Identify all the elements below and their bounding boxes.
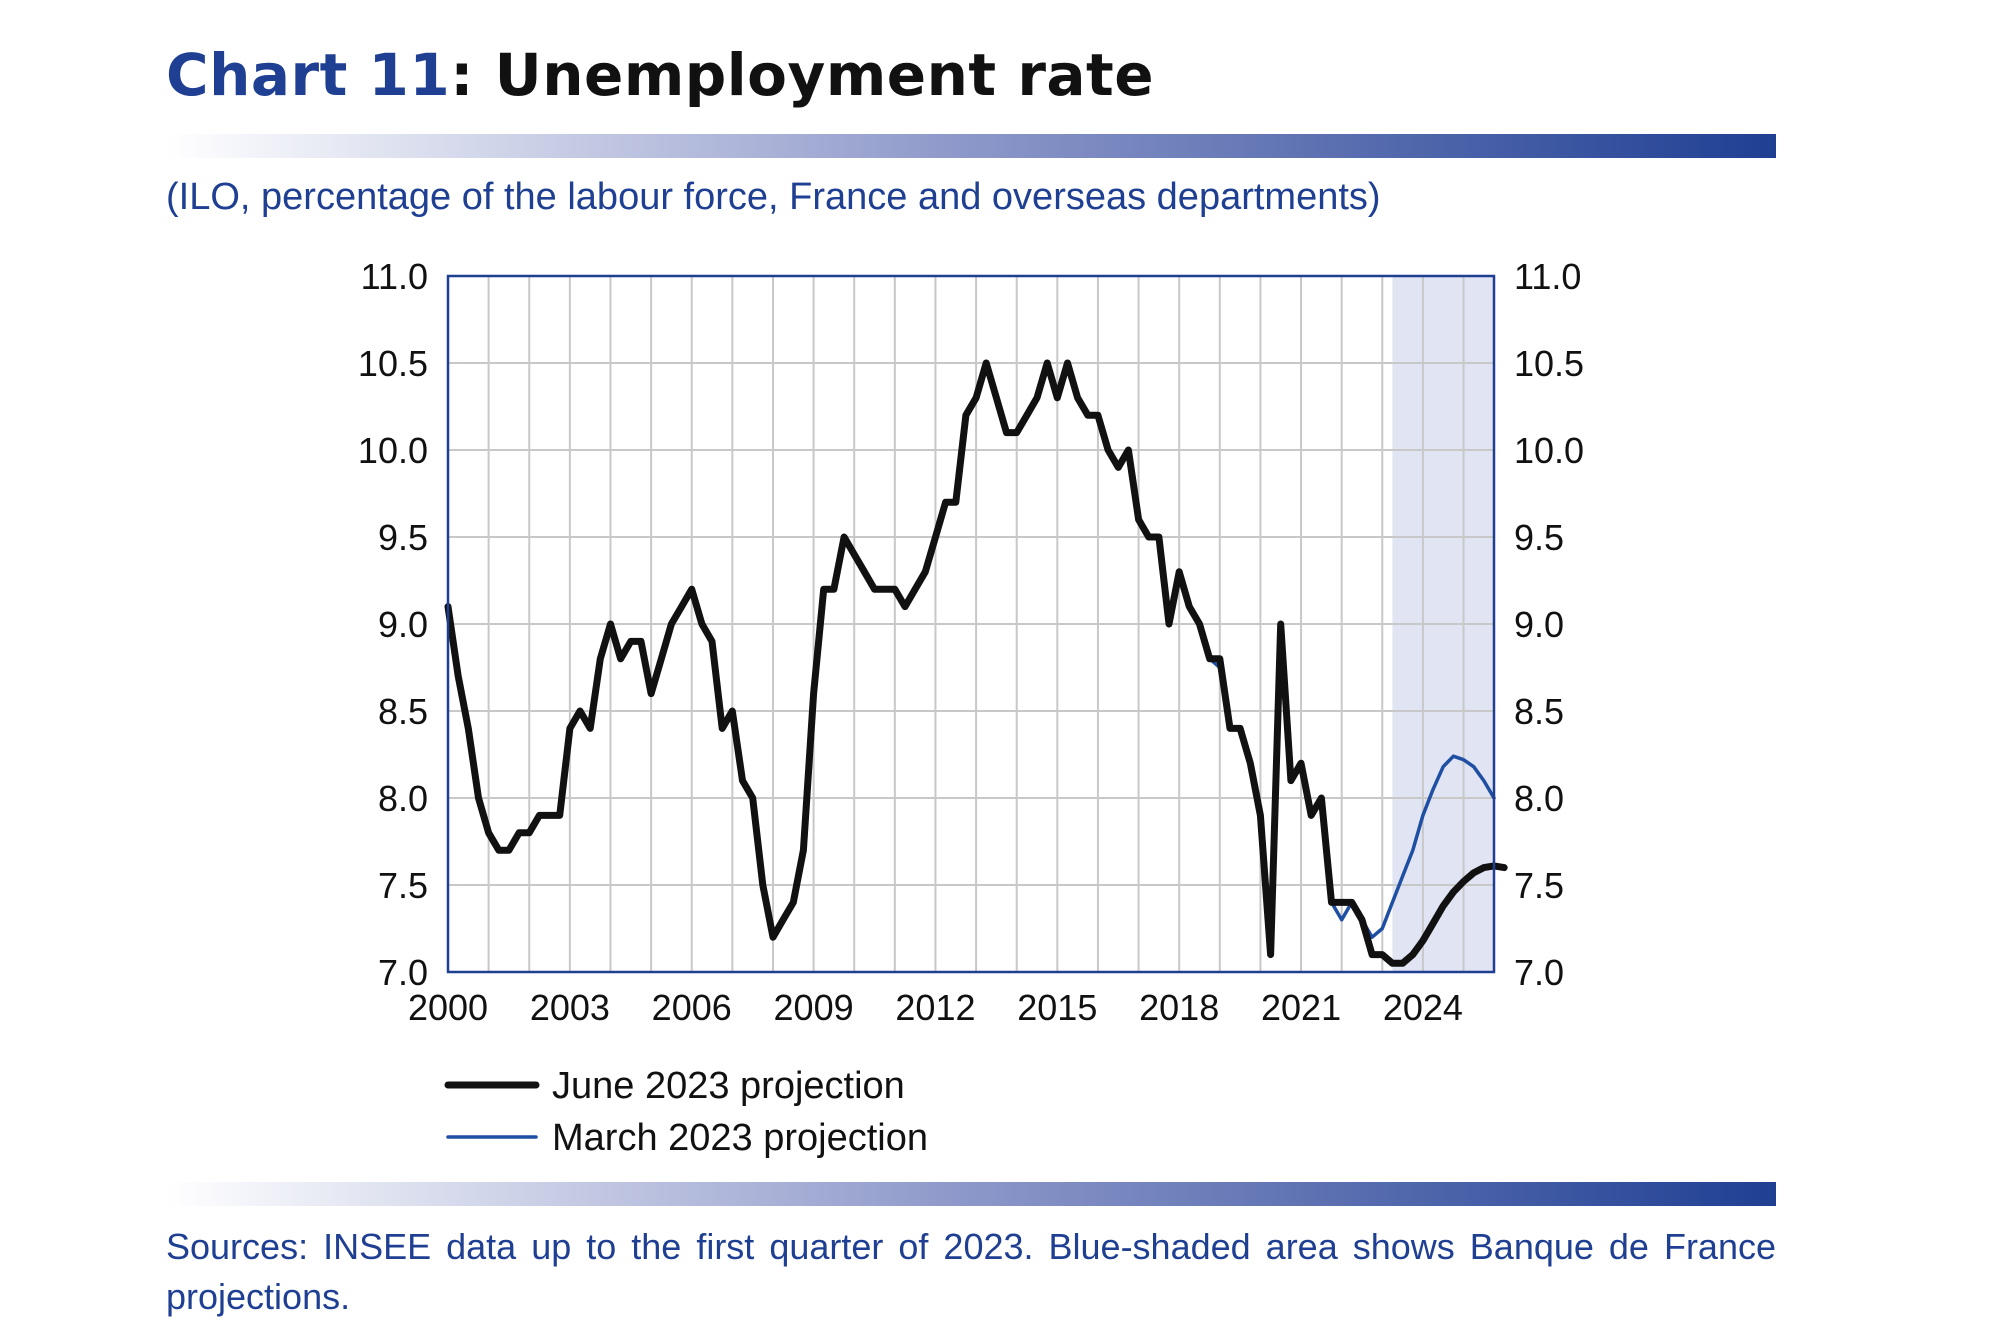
x-tick-label: 2003	[530, 987, 610, 1028]
series-line-june-2023	[444, 359, 1508, 967]
y-tick-label-right: 10.0	[1514, 430, 1584, 471]
x-tick-label: 2021	[1261, 987, 1341, 1028]
unemployment-line-chart: 7.0 7.5 8.0 8.5 9.0 9.5 10.0 10.5 11.0 7.0 7.5 8.0…	[358, 256, 1584, 1159]
y-tick-label-left: 7.5	[378, 865, 428, 906]
y-axis-left-labels: 7.0 7.5 8.0 8.5 9.0 9.5 10.0 10.5 11.0	[358, 256, 428, 993]
x-tick-label: 2000	[408, 987, 488, 1028]
y-tick-label-left: 8.0	[378, 778, 428, 819]
plot-frame	[446, 274, 1496, 974]
y-tick-label-left: 11.0	[361, 256, 428, 297]
sources-note: Sources: INSEE data up to the first quar…	[166, 1226, 1776, 1317]
y-tick-label-left: 10.5	[358, 343, 428, 384]
y-tick-label-right: 7.5	[1514, 865, 1564, 906]
y-tick-label-left: 9.0	[378, 604, 428, 645]
y-tick-label-right: 10.5	[1514, 343, 1584, 384]
y-tick-label-right: 11.0	[1514, 256, 1581, 297]
legend-label-march: March 2023 projection	[552, 1117, 928, 1159]
x-tick-label: 2009	[774, 987, 854, 1028]
header-gradient-rule	[166, 134, 1776, 158]
y-tick-label-right: 7.0	[1514, 952, 1564, 993]
chart-number: Chart 11	[166, 41, 451, 109]
y-tick-label-right: 8.0	[1514, 778, 1564, 819]
x-tick-label: 2024	[1383, 987, 1463, 1028]
chart-series	[444, 359, 1508, 967]
y-tick-label-left: 10.0	[358, 430, 428, 471]
y-tick-label-left: 9.5	[378, 517, 428, 558]
x-tick-label: 2006	[652, 987, 732, 1028]
y-tick-label-right: 9.5	[1514, 517, 1564, 558]
x-tick-label: 2015	[1017, 987, 1097, 1028]
chart-title-text: : Unemployment rate	[450, 41, 1155, 109]
x-tick-label: 2018	[1139, 987, 1219, 1028]
y-tick-label-left: 8.5	[378, 691, 428, 732]
x-axis-labels: 2000 2003 2006 2009 2012 2015 2018 2021 2024	[408, 987, 1463, 1028]
chart-title: Chart 11: Unemployment rate	[166, 41, 1155, 109]
y-tick-label-right: 8.5	[1514, 691, 1564, 732]
chart-legend: June 2023 projection March 2023 projectio…	[444, 1065, 928, 1159]
series-line-march-2023	[446, 361, 1496, 957]
legend-label-june: June 2023 projection	[552, 1065, 905, 1107]
x-tick-label: 2012	[895, 987, 975, 1028]
y-tick-label-right: 9.0	[1514, 604, 1564, 645]
y-tick-label-left: 7.0	[378, 952, 428, 993]
chart-grid	[447, 275, 1494, 973]
chart-subtitle: (ILO, percentage of the labour force, Fr…	[166, 176, 1381, 218]
footer-gradient-rule	[166, 1182, 1776, 1206]
y-axis-right-labels: 7.0 7.5 8.0 8.5 9.0 9.5 10.0 10.5 11.0	[1514, 256, 1584, 993]
